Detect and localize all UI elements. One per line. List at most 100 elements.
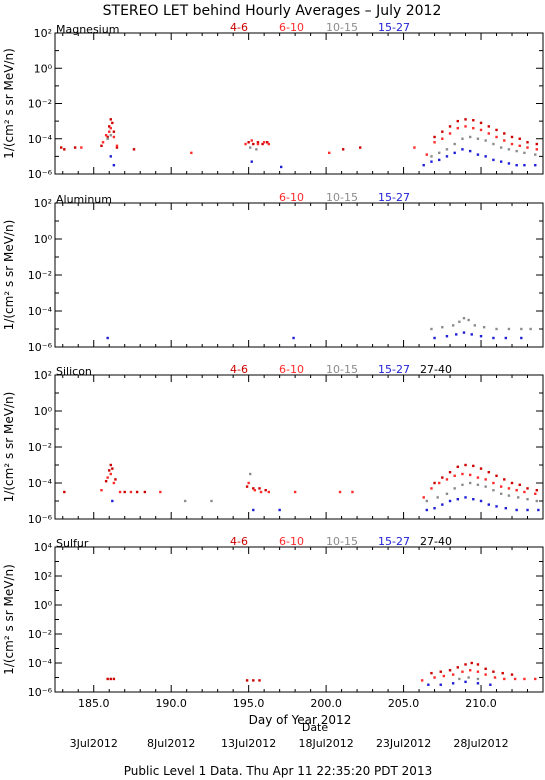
data-point [279,165,283,169]
series-15-27 [111,496,540,512]
data-point [526,508,529,512]
data-point [430,487,433,490]
panel-title: Aluminum [56,193,112,206]
data-point [63,490,66,494]
y-tick-label: 10⁰ [34,62,53,75]
data-point [252,142,255,146]
data-point [507,162,511,165]
data-point [448,132,452,135]
series-10-15 [183,472,539,503]
data-point [448,669,452,672]
data-point [461,670,464,673]
data-point [63,148,66,151]
y-tick-label: 10⁰ [34,233,53,246]
data-point [492,336,495,340]
data-point [262,141,266,144]
data-point [464,496,467,499]
plot-frame [54,374,544,520]
y-tick-label: 10⁻⁴ [28,477,53,490]
data-point [523,163,526,167]
date-tick-label: 8Jul2012 [147,737,195,750]
series-6-10 [80,125,539,156]
data-point [441,130,444,133]
data-point [455,333,458,336]
data-point [341,148,345,151]
data-point [433,676,436,679]
legend-15-27: 15-27 [378,535,410,548]
panel-title: Silicon [56,365,92,378]
data-point [258,487,261,490]
data-point [433,135,436,139]
data-point [328,151,331,155]
data-point [293,490,297,494]
data-point [250,139,253,142]
data-point [456,126,459,130]
data-point [487,471,490,474]
panel-title: Sulfur [56,537,89,550]
data-point [535,142,539,146]
data-point [479,499,483,503]
figure-title: STEREO LET behind Hourly Averages – July… [103,3,442,19]
data-point [503,478,506,481]
y-tick-label: 10⁻⁴ [28,133,53,146]
series-4-6 [63,463,539,494]
series-15-27 [109,148,537,169]
legend-4-6: 4-6 [230,535,248,548]
data-point [104,480,108,483]
data-point [495,128,498,132]
data-point [479,335,483,338]
data-point [520,336,523,340]
data-point [453,142,456,146]
data-point [448,125,452,128]
data-point [442,674,446,678]
data-point [492,489,495,492]
data-point [499,146,503,149]
data-point [468,149,472,153]
data-point [106,137,109,140]
data-point [278,508,281,512]
data-point [106,476,109,479]
data-point [461,148,464,151]
y-tick-label: 10⁴ [34,541,53,554]
data-point [501,671,504,675]
date-tick-labels: 3Jul2012 8Jul2012 13Jul2012 18Jul2012 23Jul2… [70,737,509,750]
data-point [535,148,539,151]
data-point [436,496,439,499]
data-point [499,492,503,495]
series-10-15 [458,676,480,681]
date-tick-label: 18Jul2012 [298,737,353,750]
date-axis-label: Date [302,721,329,734]
data-point [476,476,480,479]
data-point [453,474,456,477]
data-point [111,121,114,125]
data-point [112,677,116,681]
data-point [510,135,514,139]
y-tick-label: 10⁻⁶ [28,168,53,181]
data-point [100,144,103,147]
data-point [461,472,464,476]
data-point [115,144,119,147]
data-point [451,673,455,676]
data-point [526,146,529,149]
plot-frame [54,32,544,175]
data-point [515,508,518,512]
data-point [425,508,429,512]
data-point [503,132,506,135]
legend-6-10: 6-10 [279,363,304,376]
y-tick-label: 10² [34,570,52,583]
series-15-27 [427,680,492,686]
data-point [118,490,122,494]
data-point [504,507,508,510]
data-point [468,669,472,672]
y-tick-label: 10² [34,197,52,210]
data-point [445,148,449,151]
data-point [247,141,250,144]
data-point [495,135,498,139]
data-point [484,673,487,676]
data-point [518,144,521,147]
data-point [244,142,247,146]
panel-silicon: 10² 10⁰ 10⁻² 10⁻⁴ 10⁻⁶ 1/(cm² s sr MeV/n) Sili… [2,363,544,526]
data-point [503,677,506,681]
data-point [261,142,264,146]
data-point [515,149,518,153]
